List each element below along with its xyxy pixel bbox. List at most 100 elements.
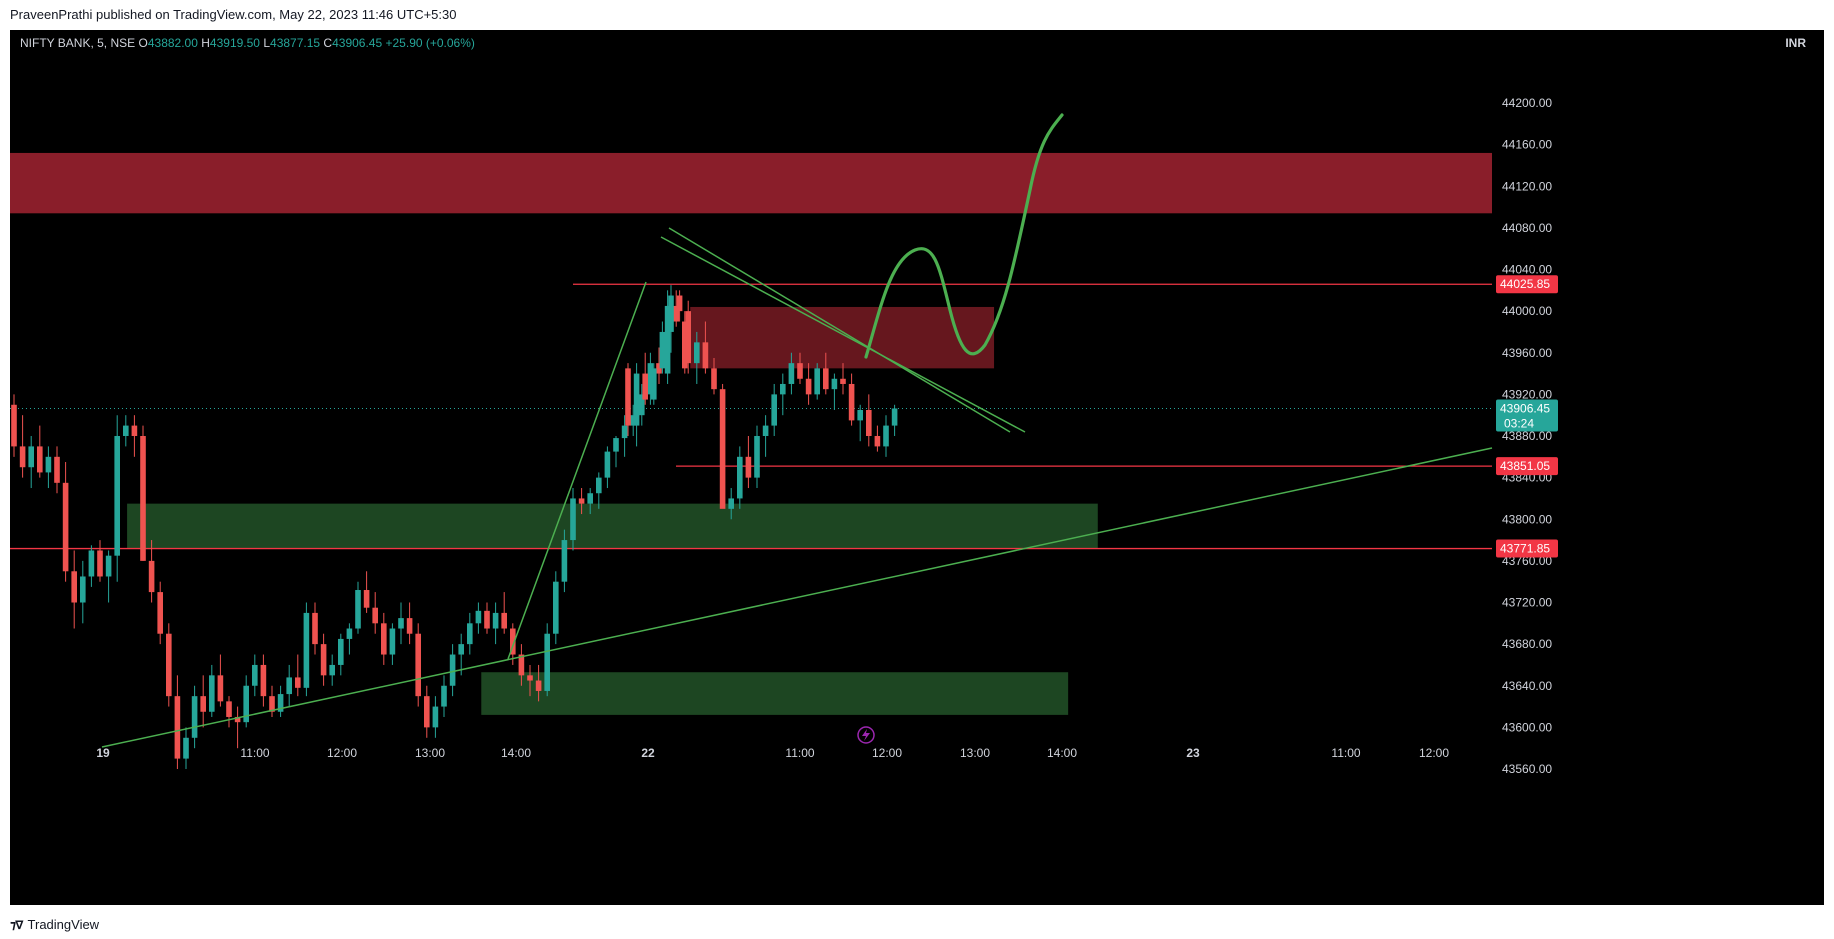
candle[interactable]	[668, 295, 674, 332]
candle[interactable]	[191, 696, 198, 738]
candle[interactable]	[664, 305, 671, 374]
candle[interactable]	[123, 425, 129, 436]
candle[interactable]	[277, 694, 284, 712]
ascending-trendline[interactable]	[101, 447, 1493, 748]
candle[interactable]	[449, 654, 456, 686]
candle[interactable]	[80, 576, 86, 603]
candle[interactable]	[848, 383, 855, 421]
candle[interactable]	[355, 590, 361, 629]
candle[interactable]	[891, 408, 898, 426]
candle[interactable]	[260, 664, 267, 697]
candle[interactable]	[338, 638, 344, 665]
descending-channel-lower[interactable]	[668, 227, 1011, 433]
candle[interactable]	[831, 378, 838, 390]
candle[interactable]	[441, 685, 447, 707]
candle[interactable]	[633, 373, 640, 426]
candle[interactable]	[166, 633, 172, 697]
candle[interactable]	[578, 498, 585, 504]
candle[interactable]	[711, 368, 717, 390]
price-chart[interactable]: 44200.00 44160.00 44120.00 44080.00 44040.00…	[10, 30, 1824, 905]
candle[interactable]	[553, 581, 559, 634]
candle[interactable]	[651, 368, 657, 400]
candle[interactable]	[596, 477, 602, 494]
candle[interactable]	[719, 389, 726, 509]
candle[interactable]	[754, 436, 760, 478]
candle[interactable]	[97, 550, 103, 577]
candle[interactable]	[19, 446, 26, 468]
candle[interactable]	[587, 493, 593, 504]
candle[interactable]	[320, 644, 327, 676]
candle[interactable]	[432, 706, 439, 728]
candle[interactable]	[381, 623, 387, 655]
candle[interactable]	[728, 498, 734, 509]
candle[interactable]	[630, 415, 636, 426]
candle[interactable]	[200, 696, 206, 712]
candle[interactable]	[647, 363, 654, 395]
candle[interactable]	[883, 425, 889, 447]
candle[interactable]	[105, 555, 112, 577]
candle[interactable]	[737, 456, 743, 499]
candle[interactable]	[312, 612, 318, 645]
candle[interactable]	[131, 425, 138, 436]
candle[interactable]	[398, 618, 404, 629]
candle[interactable]	[694, 342, 700, 364]
candle[interactable]	[561, 540, 568, 582]
candle[interactable]	[37, 446, 43, 473]
candle[interactable]	[226, 701, 232, 717]
candle[interactable]	[217, 675, 224, 702]
candle[interactable]	[544, 633, 550, 691]
candle[interactable]	[642, 373, 648, 400]
candle[interactable]	[28, 446, 34, 468]
candle[interactable]	[682, 321, 688, 369]
candle[interactable]	[484, 610, 490, 629]
candle[interactable]	[659, 331, 666, 369]
level-price-tag[interactable]	[1496, 275, 1558, 294]
candle[interactable]	[673, 305, 679, 322]
candle[interactable]	[458, 644, 464, 655]
impulse-trendline[interactable]	[507, 281, 647, 660]
candle[interactable]	[797, 363, 803, 379]
descending-channel-upper[interactable]	[660, 236, 1026, 433]
candle[interactable]	[424, 696, 430, 728]
symbol-label[interactable]: NIFTY BANK, 5, NSE	[20, 36, 136, 50]
candle[interactable]	[389, 628, 396, 655]
candle[interactable]	[535, 680, 542, 691]
candle[interactable]	[11, 404, 17, 447]
candle[interactable]	[805, 378, 812, 395]
candle[interactable]	[604, 451, 611, 478]
candle[interactable]	[656, 363, 662, 374]
candle[interactable]	[286, 677, 292, 695]
candle[interactable]	[269, 696, 275, 712]
candle[interactable]	[475, 610, 482, 624]
candle[interactable]	[54, 456, 60, 483]
candle[interactable]	[415, 633, 421, 697]
level-price-tag[interactable]	[1496, 457, 1558, 476]
projected-path[interactable]	[864, 113, 1064, 359]
candle[interactable]	[676, 295, 683, 312]
candle[interactable]	[685, 311, 691, 364]
candle[interactable]	[372, 607, 378, 624]
level-price-tag[interactable]	[1496, 539, 1558, 558]
candle[interactable]	[702, 342, 709, 369]
tradingview-brand[interactable]: ⁊∇ TradingView	[10, 917, 99, 932]
candle[interactable]	[183, 737, 189, 759]
candle[interactable]	[874, 436, 881, 447]
candle[interactable]	[363, 590, 370, 608]
candle[interactable]	[745, 456, 752, 478]
candle[interactable]	[140, 436, 146, 561]
candle[interactable]	[510, 628, 516, 655]
candle[interactable]	[771, 394, 777, 426]
candle[interactable]	[303, 612, 310, 688]
candle[interactable]	[234, 716, 241, 723]
candle[interactable]	[467, 623, 473, 645]
candle[interactable]	[866, 409, 872, 436]
candle[interactable]	[857, 409, 863, 421]
candle[interactable]	[252, 664, 258, 686]
candle[interactable]	[295, 677, 301, 688]
candle[interactable]	[527, 675, 533, 681]
candle[interactable]	[346, 628, 353, 639]
candle[interactable]	[88, 550, 95, 577]
candle[interactable]	[329, 664, 335, 676]
candle[interactable]	[788, 363, 795, 384]
candle[interactable]	[406, 618, 413, 634]
